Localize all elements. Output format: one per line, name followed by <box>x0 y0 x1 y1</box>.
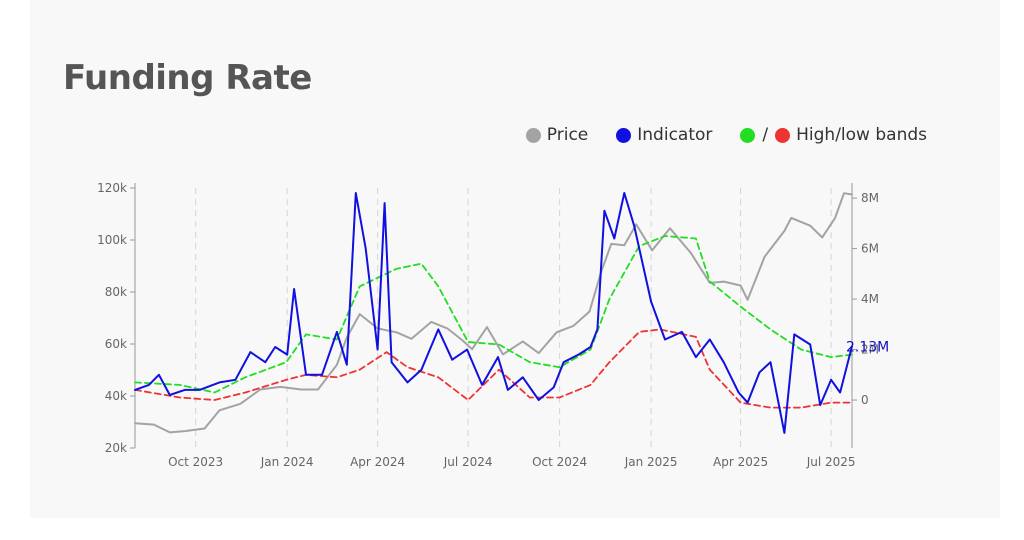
y-right-tick-label: 0 <box>861 393 869 407</box>
y-left-tick-label: 20k <box>105 441 127 455</box>
x-tick-label: Apr 2025 <box>713 455 768 469</box>
y-left-tick-label: 100k <box>97 233 127 247</box>
page-title: Funding Rate <box>63 58 312 98</box>
x-tick-label: Jan 2025 <box>624 455 678 469</box>
line-chart: Oct 2023 Jan 2024 Apr 2024 Jul 2024 Oct 2024… <box>97 181 889 469</box>
legend-item-indicator[interactable]: Indicator <box>616 125 712 145</box>
series-price-line <box>134 192 853 434</box>
legend-indicator-dot <box>616 127 632 143</box>
legend-price-dot <box>525 127 541 143</box>
x-tick-label: Jul 2025 <box>806 455 856 469</box>
indicator-value-annotation: 2.13M <box>846 339 889 355</box>
legend-band-separator: / <box>762 125 769 145</box>
series-high-band-line <box>134 235 853 394</box>
legend-low-band-dot <box>775 127 791 143</box>
x-tick-label: Jul 2024 <box>443 455 493 469</box>
legend-bands-label: High/low bands <box>796 125 927 145</box>
x-tick-label: Oct 2024 <box>532 455 587 469</box>
y-right-tick-label: 8M <box>861 191 879 205</box>
x-tick-label: Oct 2023 <box>168 455 223 469</box>
y-left-tick-label: 80k <box>105 285 127 299</box>
legend-item-bands[interactable]: / High/low bands <box>740 125 927 145</box>
legend-price-label: Price <box>546 125 589 145</box>
legend-high-band-dot <box>740 127 756 143</box>
y-left-tick-label: 120k <box>97 181 127 195</box>
y-left-tick-label: 40k <box>105 389 127 403</box>
y-right-tick-label: 2M <box>861 343 879 357</box>
chart-area: Oct 2023 Jan 2024 Apr 2024 Jul 2024 Oct 2024… <box>70 178 940 476</box>
legend-indicator-label: Indicator <box>637 125 713 145</box>
chart-legend: Price Indicator / High/low bands <box>525 125 927 145</box>
y-right-tick-label: 6M <box>861 242 879 256</box>
x-tick-label: Jan 2024 <box>260 455 314 469</box>
y-right-tick-label: 4M <box>861 292 879 306</box>
series-indicator-line <box>134 192 853 434</box>
y-left-tick-label: 60k <box>105 337 127 351</box>
chart-card <box>30 0 1000 518</box>
x-tick-label: Apr 2024 <box>350 455 405 469</box>
legend-item-price[interactable]: Price <box>525 125 589 145</box>
